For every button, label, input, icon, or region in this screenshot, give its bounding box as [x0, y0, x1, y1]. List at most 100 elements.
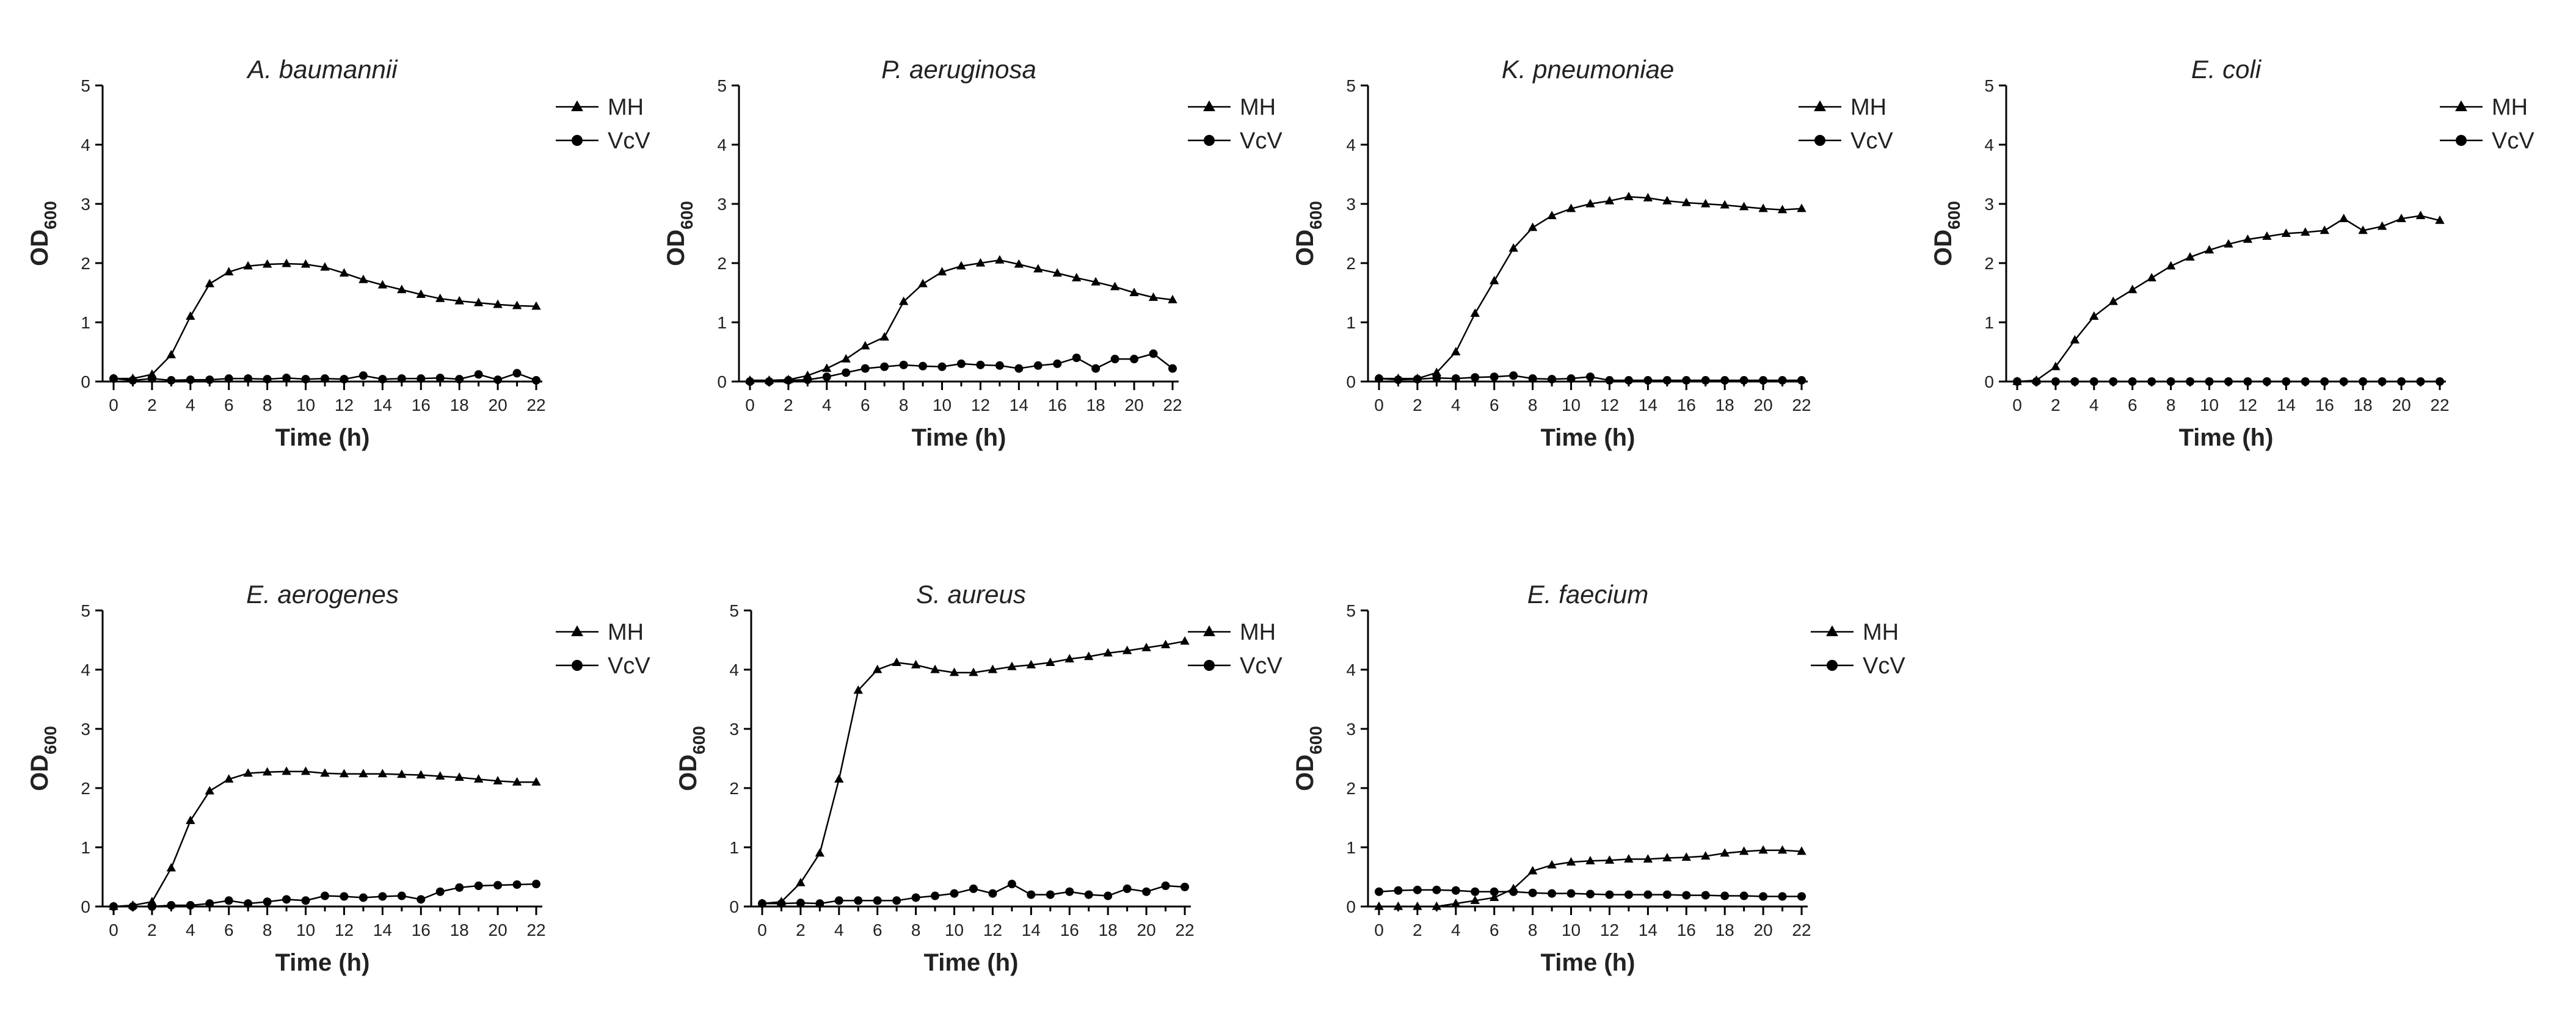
- x-tick-label: 20: [1125, 396, 1144, 414]
- data-point: [2262, 377, 2271, 386]
- data-point: [358, 893, 368, 902]
- legend-marker: [1204, 660, 1215, 671]
- data-point: [2397, 377, 2406, 386]
- data-point: [1161, 881, 1170, 891]
- series-vcv: [758, 880, 1189, 908]
- y-tick-label: 5: [1346, 601, 1356, 620]
- data-point: [1566, 374, 1576, 383]
- x-tick-label: 0: [2012, 396, 2022, 414]
- data-point: [2243, 234, 2253, 243]
- data-point: [205, 786, 214, 795]
- data-point: [1643, 193, 1653, 201]
- x-tick-label: 22: [526, 921, 545, 939]
- data-point: [892, 896, 901, 905]
- data-point: [1490, 372, 1499, 382]
- data-point: [911, 659, 921, 668]
- data-point: [2358, 225, 2368, 234]
- data-point: [937, 362, 947, 371]
- x-axis-title: Time (h): [1541, 949, 1635, 976]
- y-tick-label: 0: [81, 372, 90, 391]
- data-point: [1470, 308, 1480, 317]
- data-point: [1701, 376, 1710, 385]
- data-point: [2359, 377, 2368, 386]
- x-tick-label: 22: [1792, 396, 1811, 414]
- data-point: [1585, 856, 1595, 864]
- y-axis-title-subscript: 600: [41, 726, 60, 755]
- x-tick-label: 20: [489, 396, 508, 414]
- data-point: [1490, 892, 1499, 902]
- data-point: [205, 278, 214, 288]
- data-point: [320, 768, 330, 777]
- data-point: [1797, 376, 1806, 385]
- data-point: [1129, 288, 1139, 297]
- y-tick-label: 0: [1346, 372, 1356, 391]
- x-tick-label: 6: [1490, 921, 1499, 939]
- data-point: [1778, 892, 1787, 901]
- data-point: [416, 770, 426, 779]
- data-point: [1046, 657, 1055, 666]
- data-point: [1586, 372, 1595, 382]
- data-point: [879, 332, 889, 341]
- x-tick-label: 2: [1413, 396, 1422, 414]
- x-tick-label: 10: [2200, 396, 2219, 414]
- data-point: [186, 375, 195, 385]
- data-point: [2339, 377, 2348, 386]
- x-tick-label: 6: [224, 921, 234, 939]
- series-line: [114, 262, 537, 380]
- data-point: [2147, 273, 2156, 281]
- data-point: [2319, 225, 2329, 234]
- x-tick-label: 6: [860, 396, 870, 414]
- data-point: [321, 374, 329, 383]
- data-point: [1797, 892, 1806, 901]
- data-point: [1509, 371, 1518, 380]
- series-line: [1379, 196, 1802, 380]
- data-point: [109, 902, 118, 911]
- series-mh: [2012, 211, 2445, 385]
- data-point: [873, 896, 882, 905]
- data-point: [532, 880, 540, 889]
- legend-label: VcV: [1240, 128, 1283, 154]
- data-point: [1103, 648, 1113, 657]
- x-axis-title: Time (h): [912, 424, 1006, 451]
- data-point: [224, 267, 234, 276]
- x-tick-label: 16: [1048, 396, 1067, 414]
- legend-marker: [571, 625, 583, 637]
- data-point: [1604, 195, 1615, 204]
- data-point: [1739, 891, 1748, 900]
- legend-item-mh: MH: [556, 620, 644, 645]
- data-point: [243, 768, 253, 777]
- data-point: [1720, 200, 1730, 209]
- data-point: [1720, 376, 1730, 385]
- x-tick-label: 16: [1677, 396, 1696, 414]
- data-point: [147, 902, 156, 911]
- data-point: [2243, 377, 2252, 386]
- x-tick-label: 14: [373, 921, 392, 939]
- data-point: [1548, 375, 1557, 384]
- x-tick-label: 18: [450, 396, 469, 414]
- x-tick-label: 2: [147, 921, 157, 939]
- y-tick-label: 3: [81, 720, 90, 739]
- legend-item-vcv: VcV: [1188, 128, 1283, 154]
- data-point: [1375, 374, 1383, 383]
- chart-title: E. faecium: [1527, 580, 1648, 609]
- data-point: [892, 657, 901, 666]
- data-point: [493, 881, 503, 890]
- x-tick-label: 18: [1716, 396, 1734, 414]
- data-point: [417, 895, 426, 904]
- data-point: [860, 341, 870, 350]
- data-point: [1508, 243, 1518, 252]
- data-point: [2396, 214, 2406, 222]
- data-point: [1681, 852, 1691, 861]
- y-tick-label: 2: [1346, 779, 1356, 798]
- x-tick-label: 0: [757, 921, 767, 939]
- data-point: [1413, 901, 1422, 910]
- y-tick-label: 2: [81, 254, 90, 273]
- x-tick-label: 12: [971, 396, 990, 414]
- data-point: [109, 374, 118, 383]
- data-point: [988, 889, 997, 898]
- x-tick-label: 0: [1374, 921, 1384, 939]
- series-vcv: [2013, 377, 2444, 386]
